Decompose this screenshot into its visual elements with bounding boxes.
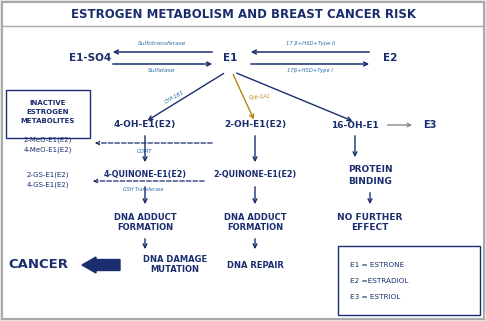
Text: Sulfatase: Sulfatase (148, 68, 175, 73)
Text: MUTATION: MUTATION (151, 265, 199, 274)
FancyArrow shape (82, 257, 120, 273)
FancyBboxPatch shape (6, 90, 90, 138)
Text: 4-GS-E1(E2): 4-GS-E1(E2) (27, 182, 69, 188)
Text: FORMATION: FORMATION (227, 223, 283, 232)
Text: 16-OH-E1: 16-OH-E1 (331, 120, 379, 129)
Text: FORMATION: FORMATION (117, 223, 173, 232)
Text: CANCER: CANCER (8, 258, 68, 272)
Text: 2-GS-E1(E2): 2-GS-E1(E2) (27, 172, 69, 178)
Text: DNA ADDUCT: DNA ADDUCT (224, 213, 286, 222)
Text: DNA ADDUCT: DNA ADDUCT (114, 213, 176, 222)
Text: E1 = ESTRONE: E1 = ESTRONE (350, 262, 404, 268)
Text: GSH Transferase: GSH Transferase (123, 187, 163, 192)
Text: 2-OH-E1(E2): 2-OH-E1(E2) (224, 120, 286, 129)
Text: E3 = ESTRIOL: E3 = ESTRIOL (350, 294, 400, 300)
Text: 4-QUINONE-E1(E2): 4-QUINONE-E1(E2) (104, 170, 187, 179)
FancyBboxPatch shape (338, 246, 480, 315)
Text: NO FURTHER: NO FURTHER (337, 213, 403, 222)
Text: E3: E3 (423, 120, 437, 130)
Text: 4-OH-E1(E2): 4-OH-E1(E2) (114, 120, 176, 129)
Text: 17β+HSD+Type I: 17β+HSD+Type I (287, 68, 333, 73)
Text: DNA DAMAGE: DNA DAMAGE (143, 256, 207, 265)
Text: E1-SO4: E1-SO4 (69, 53, 111, 63)
Text: 2-QUINONE-E1(E2): 2-QUINONE-E1(E2) (213, 170, 296, 179)
Text: EFFECT: EFFECT (351, 223, 389, 232)
Text: E2: E2 (383, 53, 397, 63)
Text: E1: E1 (223, 53, 237, 63)
Text: COMT: COMT (137, 149, 153, 154)
Text: 17 β+HSD+Type II: 17 β+HSD+Type II (285, 41, 334, 46)
Text: DNA REPAIR: DNA REPAIR (226, 261, 283, 270)
Text: BINDING: BINDING (348, 177, 392, 186)
Text: CYP-1B1: CYP-1B1 (164, 89, 186, 105)
Text: ESTROGEN METABOLISM AND BREAST CANCER RISK: ESTROGEN METABOLISM AND BREAST CANCER RI… (70, 7, 416, 21)
FancyBboxPatch shape (2, 2, 484, 319)
Text: METABOLITES: METABOLITES (21, 118, 75, 124)
Text: ESTROGEN: ESTROGEN (27, 109, 69, 115)
Text: INACTIVE: INACTIVE (30, 100, 66, 106)
Text: E2 =ESTRADIOL: E2 =ESTRADIOL (350, 278, 408, 284)
Text: PROTEIN: PROTEIN (347, 166, 392, 175)
Text: 4-MeO-E1(E2): 4-MeO-E1(E2) (24, 147, 72, 153)
Text: Sulfotransferase: Sulfotransferase (138, 41, 186, 46)
Text: Cyp-1A1: Cyp-1A1 (249, 94, 272, 100)
Text: 2-MeO-E1(E2): 2-MeO-E1(E2) (24, 137, 72, 143)
